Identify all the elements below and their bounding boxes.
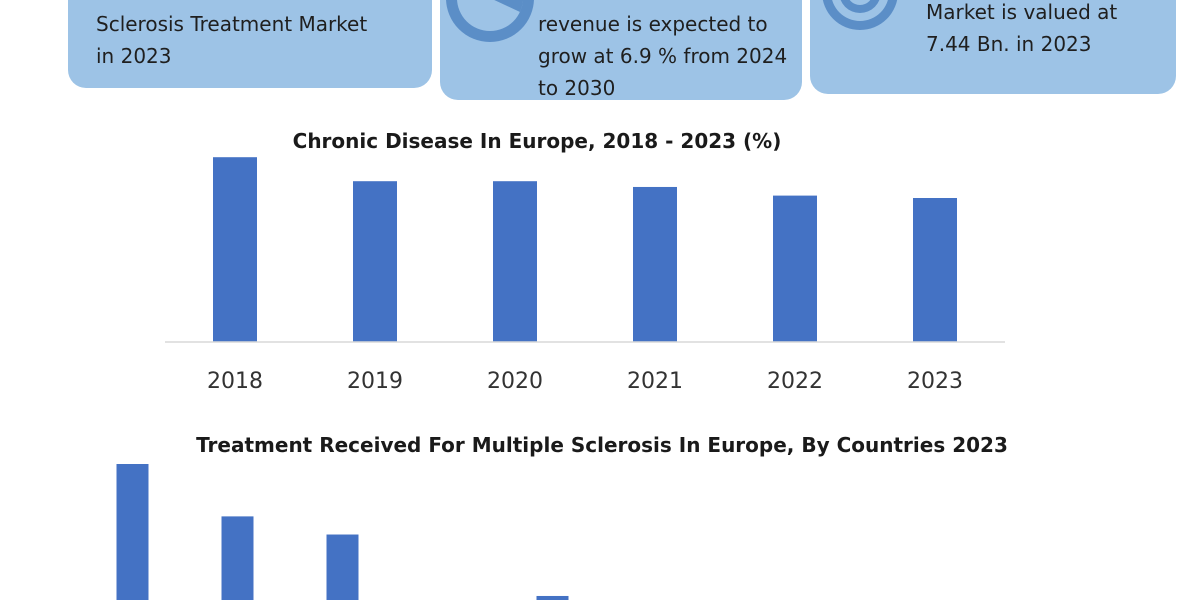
chart1-tick-label: 2022 (767, 369, 823, 394)
info-card-1-text: Sclerosis Treatment Market in 2023 (96, 12, 368, 68)
info-card-3-text: Sclerosis Treatment Market is valued at … (926, 0, 1118, 56)
chart1-tick-label: 2018 (207, 369, 263, 394)
chart2-bar-2 (221, 516, 254, 600)
chart2-bar-5 (536, 595, 569, 600)
chart1-bar-2020 (493, 181, 537, 342)
chart2-bar-3 (326, 534, 359, 600)
chart1-title: Chronic Disease In Europe, 2018 - 2023 (… (293, 129, 782, 153)
chart1-tick-label: 2023 (907, 369, 963, 394)
chart1-bar-2023 (913, 198, 957, 342)
pie-chart-icon (446, 0, 534, 42)
chart1-tick-label: 2020 (487, 369, 543, 394)
chart1-tick-label: 2021 (627, 369, 683, 394)
target-icon (822, 0, 898, 30)
info-card-2: revenue is expected to grow at 6.9 % fro… (440, 0, 802, 100)
chart2-title: Treatment Received For Multiple Sclerosi… (196, 433, 1008, 457)
chart1-bar-2018 (213, 157, 257, 342)
chart2-bar-1 (116, 464, 149, 600)
info-card-1: Sclerosis Treatment Market in 2023 (68, 0, 432, 88)
chart1-tick-label: 2019 (347, 369, 403, 394)
chronic-disease-chart: Chronic Disease In Europe, 2018 - 2023 (… (165, 129, 1005, 394)
chart1-bar-2019 (353, 181, 397, 342)
info-card-3: Sclerosis Treatment Market is valued at … (810, 0, 1176, 94)
chart1-bar-2021 (633, 186, 677, 342)
chart1-bar-2022 (773, 195, 817, 342)
ms-treatment-by-country-chart: Treatment Received For Multiple Sclerosi… (116, 433, 1008, 600)
info-card-2-text: revenue is expected to grow at 6.9 % fro… (538, 12, 788, 100)
